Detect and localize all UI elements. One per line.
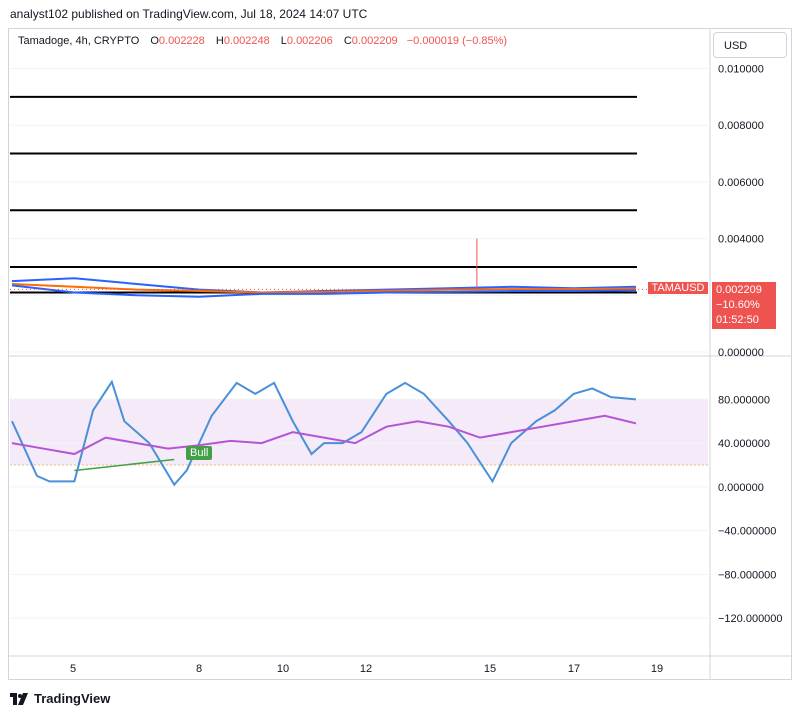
close-label: C [343,35,352,47]
countdown: 01:52:50 [716,314,759,326]
x-tick-label: 5 [70,663,76,675]
series-middle [11,282,637,294]
open-value: 0.002228 [158,35,205,47]
osc-tick-label: −80.000000 [718,569,776,581]
price-value: 0.002209 [716,284,762,296]
x-tick-label: 19 [651,663,663,675]
low-label: L [280,35,287,47]
price-tick-label: 0.008000 [718,120,764,132]
high-value: 0.002248 [223,35,270,47]
x-tick-label: 12 [360,663,372,675]
ticker-tag: TAMAUSD [648,282,708,294]
tradingview-logo-icon [10,692,30,705]
price-tick-label: 0.000000 [718,347,764,359]
osc-tick-label: −120.000000 [718,613,783,625]
x-tick-label: 10 [277,663,289,675]
close-value: 0.002209 [351,35,398,47]
series-k_line [11,379,637,487]
oscillator-band-fill [10,399,708,465]
price-tick-label: 0.004000 [718,234,764,246]
footer-brand[interactable]: TradingView [10,691,110,706]
high-label: H [215,35,224,47]
bull-label: Bull [186,446,213,460]
currency-button[interactable]: USD [713,32,787,58]
osc-tick-label: −40.000000 [718,526,776,538]
symbol-label: Tamadoge, 4h, CRYPTO [18,35,140,47]
chart-frame [8,28,792,680]
price-tick-label: 0.006000 [718,177,764,189]
x-tick-label: 17 [568,663,580,675]
series-rsi [11,414,637,456]
price-tag: 0.002209 −10.60% 01:52:50 [712,282,776,329]
open-label: O [150,35,159,47]
osc-tick-label: 40.000000 [718,438,770,450]
x-tick-label: 8 [196,663,202,675]
change-value: −0.000019 (−0.85%) [406,35,508,47]
low-value: 0.002206 [286,35,333,47]
x-tick-label: 15 [484,663,496,675]
price-tick-label: 0.010000 [718,64,764,76]
series-lower_band [11,284,637,298]
ohlc-legend: Tamadoge, 4h, CRYPTO O0.002228 H0.002248… [18,35,507,47]
bull-divergence-line [74,458,175,472]
osc-tick-label: 80.000000 [718,394,770,406]
footer-brand-text: TradingView [34,691,111,706]
price-pct: −10.60% [716,299,760,311]
publisher-line: analyst102 published on TradingView.com,… [10,7,368,21]
osc-tick-label: 0.000000 [718,482,764,494]
